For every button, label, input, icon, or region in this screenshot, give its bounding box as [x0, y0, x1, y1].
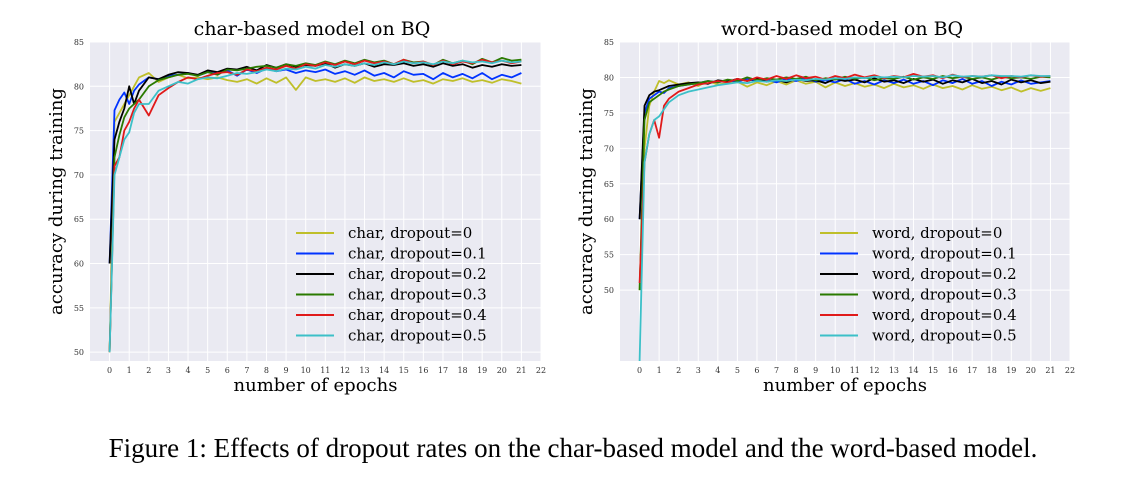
- legend-label: char, dropout=0: [348, 224, 472, 242]
- x-tick-label: 19: [1006, 366, 1016, 375]
- legend-label: char, dropout=0.5: [348, 327, 487, 345]
- x-tick-label: 11: [850, 366, 860, 375]
- x-tick-label: 4: [715, 366, 720, 375]
- plot-area: [620, 42, 1070, 361]
- x-tick-label: 13: [359, 366, 369, 375]
- x-tick-label: 20: [497, 366, 507, 375]
- x-tick-label: 19: [477, 366, 487, 375]
- x-tick-label: 9: [813, 366, 818, 375]
- legend-label: word, dropout=0: [872, 224, 1002, 242]
- legend: char, dropout=0 char, dropout=0.1 char, dr…: [296, 224, 487, 345]
- x-axis-label: number of epochs: [234, 375, 398, 396]
- x-tick-label: 18: [987, 366, 997, 375]
- x-tick-label: 20: [1026, 366, 1036, 375]
- series-line-6: [638, 74, 1051, 362]
- x-tick-label: 4: [185, 366, 190, 375]
- x-tick-label: 1: [657, 366, 662, 375]
- y-tick-label: 60: [604, 215, 614, 224]
- chart-title: char-based model on BQ: [194, 18, 431, 40]
- y-tick-label: 85: [604, 38, 614, 47]
- y-tick-label: 75: [74, 127, 84, 136]
- y-tick-label: 80: [74, 82, 84, 91]
- y-tick-label: 75: [604, 109, 614, 118]
- x-tick-label: 22: [1065, 366, 1075, 375]
- x-tick-label: 21: [516, 366, 526, 375]
- chart-panel-1: 0 1 2 3 4 5 6 7 8 9 10 11 12 13 14 15 16 17 18 19 20 21 225055…: [46, 18, 546, 396]
- x-tick-label: 0: [637, 366, 642, 375]
- x-tick-label: 6: [754, 366, 759, 375]
- y-tick-label: 70: [604, 144, 614, 153]
- x-tick-label: 18: [457, 366, 467, 375]
- chart-title: word-based model on BQ: [721, 18, 963, 40]
- x-tick-label: 8: [264, 366, 269, 375]
- y-tick-label: 50: [604, 286, 614, 295]
- x-axis-label: number of epochs: [763, 375, 927, 396]
- x-tick-label: 3: [166, 366, 171, 375]
- y-tick-label: 70: [74, 171, 84, 180]
- x-tick-label: 10: [830, 366, 840, 375]
- x-tick-label: 9: [284, 366, 289, 375]
- x-tick-label: 5: [205, 366, 210, 375]
- x-tick-label: 14: [379, 366, 389, 375]
- x-tick-label: 7: [774, 366, 779, 375]
- legend-label: word, dropout=0.2: [872, 265, 1017, 283]
- x-tick-label: 21: [1045, 366, 1055, 375]
- x-tick-label: 17: [438, 366, 448, 375]
- legend-label: char, dropout=0.3: [348, 286, 487, 304]
- y-tick-label: 55: [604, 251, 614, 260]
- x-tick-label: 13: [889, 366, 899, 375]
- x-tick-label: 1: [127, 366, 132, 375]
- legend-label: char, dropout=0.4: [348, 306, 487, 324]
- x-tick-label: 14: [908, 366, 918, 375]
- legend-label: word, dropout=0.1: [872, 245, 1017, 263]
- y-axis-label: accuracy during training: [576, 88, 597, 315]
- x-tick-label: 7: [244, 366, 249, 375]
- legend-label: word, dropout=0.5: [872, 327, 1017, 345]
- y-tick-label: 80: [604, 73, 614, 82]
- legend-label: word, dropout=0.3: [872, 286, 1017, 304]
- y-tick-label: 50: [74, 348, 84, 357]
- series-line-6: [108, 59, 522, 353]
- y-tick-label: 85: [74, 38, 84, 47]
- legend: word, dropout=0 word, dropout=0.1 word, dr…: [820, 224, 1017, 345]
- x-tick-label: 6: [225, 366, 230, 375]
- x-tick-label: 16: [948, 366, 958, 375]
- x-tick-label: 17: [967, 366, 977, 375]
- y-tick-label: 60: [74, 260, 84, 269]
- x-tick-label: 5: [735, 366, 740, 375]
- x-tick-label: 2: [146, 366, 151, 375]
- y-tick-label: 65: [74, 215, 84, 224]
- figure: 0 1 2 3 4 5 6 7 8 9 10 11 12 13 14 15 16 17 18 19 20 21 225055…: [46, 18, 1075, 396]
- x-tick-label: 8: [794, 366, 799, 375]
- y-tick-label: 55: [74, 304, 84, 313]
- legend-label: char, dropout=0.1: [348, 245, 487, 263]
- y-axis-label: accuracy during training: [46, 88, 67, 315]
- x-tick-label: 10: [301, 366, 311, 375]
- legend-label: word, dropout=0.4: [872, 306, 1017, 324]
- x-tick-label: 2: [676, 366, 681, 375]
- series-line-3: [638, 77, 1051, 220]
- figure-caption: Figure 1: Effects of dropout rates on th…: [108, 433, 1038, 463]
- chart-panel-2: 0 1 2 3 4 5 6 7 8 9 10 11 12 13 14 15 16 17 18 19 20 21 225055…: [576, 18, 1075, 396]
- x-tick-label: 15: [928, 366, 938, 375]
- y-tick-label: 65: [604, 180, 614, 189]
- x-tick-label: 12: [869, 366, 879, 375]
- x-tick-label: 22: [536, 366, 546, 375]
- x-tick-label: 0: [107, 366, 112, 375]
- x-tick-label: 15: [399, 366, 409, 375]
- x-tick-label: 3: [696, 366, 701, 375]
- x-tick-label: 12: [340, 366, 350, 375]
- x-tick-label: 16: [418, 366, 428, 375]
- x-tick-label: 11: [320, 366, 330, 375]
- legend-label: char, dropout=0.2: [348, 265, 487, 283]
